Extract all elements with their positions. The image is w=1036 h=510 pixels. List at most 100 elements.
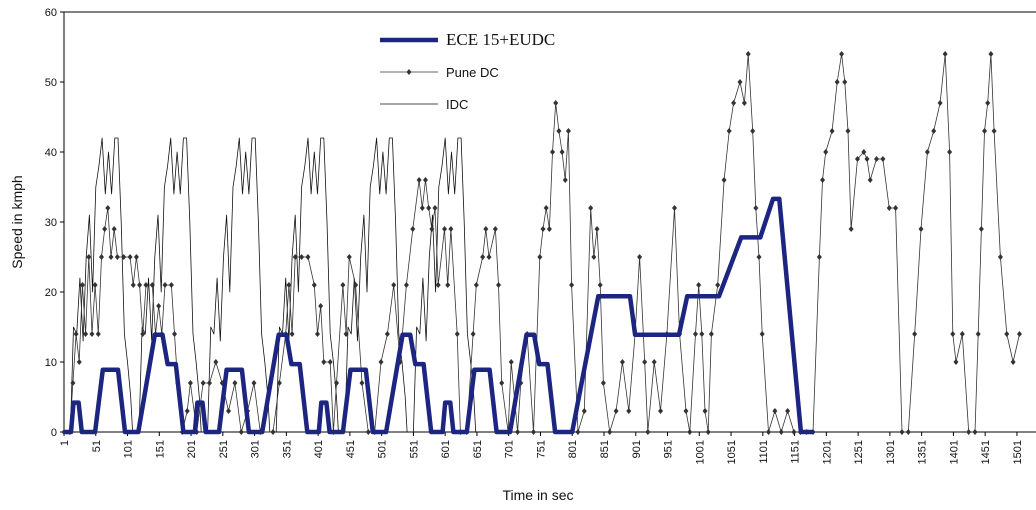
- x-tick-label: 551: [408, 440, 420, 458]
- marker: [492, 226, 498, 232]
- marker: [569, 282, 575, 288]
- marker: [731, 100, 737, 106]
- marker: [705, 429, 711, 435]
- marker: [95, 331, 101, 337]
- marker: [756, 254, 762, 260]
- marker: [972, 429, 978, 435]
- marker: [499, 380, 505, 386]
- x-tick-label: 751: [535, 440, 547, 458]
- marker: [778, 429, 784, 435]
- marker: [546, 226, 552, 232]
- marker: [184, 408, 190, 414]
- marker: [874, 156, 880, 162]
- marker: [470, 331, 476, 337]
- marker: [73, 331, 79, 337]
- marker: [750, 128, 756, 134]
- marker: [108, 254, 114, 260]
- marker: [537, 254, 543, 260]
- marker: [721, 177, 727, 183]
- marker: [565, 128, 571, 134]
- marker: [816, 254, 822, 260]
- marker: [937, 100, 943, 106]
- x-axis-label: Time in sec: [502, 487, 573, 503]
- x-tick-label: 1201: [821, 440, 833, 464]
- marker: [766, 429, 772, 435]
- marker: [92, 282, 98, 288]
- marker: [102, 226, 108, 232]
- marker: [848, 226, 854, 232]
- marker: [982, 128, 988, 134]
- y-tick-label: 40: [45, 147, 57, 159]
- y-tick-label: 10: [45, 357, 57, 369]
- marker: [658, 408, 664, 414]
- marker: [559, 149, 565, 155]
- marker: [251, 380, 257, 386]
- marker: [270, 429, 276, 435]
- marker: [975, 331, 981, 337]
- marker: [98, 254, 104, 260]
- marker: [839, 51, 845, 57]
- x-tick-label: 451: [345, 440, 357, 458]
- marker: [699, 331, 705, 337]
- marker: [785, 408, 791, 414]
- y-tick-label: 50: [45, 77, 57, 89]
- series-line: [64, 196, 814, 435]
- marker: [1004, 331, 1010, 337]
- marker: [692, 331, 698, 337]
- marker: [867, 177, 873, 183]
- marker: [953, 359, 959, 365]
- marker: [149, 282, 155, 288]
- x-tick-label: 51: [91, 440, 103, 452]
- marker: [645, 429, 651, 435]
- x-tick-label: 1001: [694, 440, 706, 464]
- marker: [416, 177, 422, 183]
- marker: [130, 282, 136, 288]
- marker: [988, 51, 994, 57]
- marker: [845, 128, 851, 134]
- marker: [105, 205, 111, 211]
- x-tick-label: 251: [218, 440, 230, 458]
- marker: [442, 226, 448, 232]
- marker: [111, 226, 117, 232]
- marker: [432, 205, 438, 211]
- x-tick-label: 801: [567, 440, 579, 458]
- x-tick-label: 151: [154, 440, 166, 458]
- marker: [213, 359, 219, 365]
- marker: [137, 282, 143, 288]
- marker: [672, 205, 678, 211]
- marker: [696, 282, 702, 288]
- marker: [311, 282, 317, 288]
- marker: [334, 380, 340, 386]
- marker: [403, 282, 409, 288]
- x-tick-label: 851: [599, 440, 611, 458]
- marker: [683, 408, 689, 414]
- marker: [613, 408, 619, 414]
- legend-marker: [406, 69, 412, 75]
- x-tick-label: 351: [281, 440, 293, 458]
- marker: [426, 205, 432, 211]
- marker: [942, 51, 948, 57]
- marker: [410, 226, 416, 232]
- marker: [140, 331, 146, 337]
- marker: [530, 429, 536, 435]
- marker: [726, 128, 732, 134]
- marker: [346, 254, 352, 260]
- marker: [842, 79, 848, 85]
- marker: [496, 282, 502, 288]
- marker: [299, 254, 305, 260]
- marker: [226, 408, 232, 414]
- x-tick-label: 1451: [980, 440, 992, 464]
- marker: [619, 359, 625, 365]
- x-tick-label: 1: [59, 440, 71, 446]
- y-tick-label: 60: [45, 7, 57, 19]
- marker: [745, 51, 751, 57]
- legend-label: Pune DC: [446, 65, 499, 80]
- marker: [480, 254, 486, 260]
- marker: [737, 79, 743, 85]
- y-tick-label: 0: [51, 427, 57, 439]
- marker: [86, 254, 92, 260]
- marker: [741, 100, 747, 106]
- marker: [540, 226, 546, 232]
- x-tick-label: 201: [186, 440, 198, 458]
